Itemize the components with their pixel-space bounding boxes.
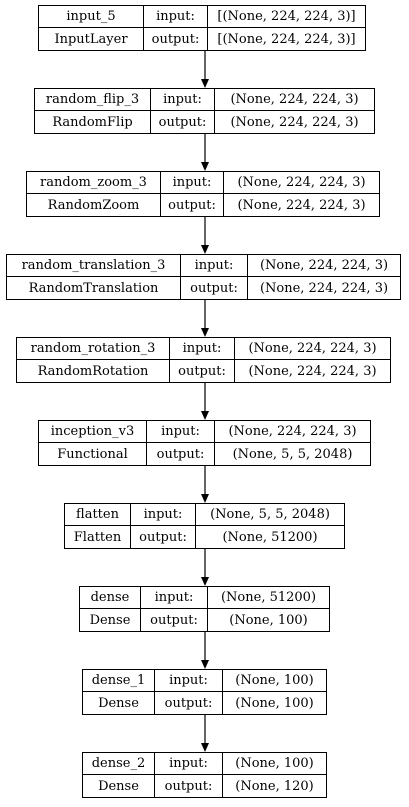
layer-name: inception_v3: [39, 421, 147, 443]
output-label: output:: [144, 28, 208, 50]
output-shape: (None, 100): [229, 612, 308, 628]
layer-name: dense_1: [83, 670, 155, 692]
output-label: output:: [147, 443, 215, 465]
output-label: output:: [151, 111, 215, 133]
output-label: output:: [155, 775, 223, 797]
arrowhead: [201, 79, 209, 88]
input-shape: (None, 5, 5, 2048): [196, 504, 344, 526]
output-label: output:: [181, 277, 248, 299]
input-label: input:: [161, 172, 224, 194]
input-shape: (None, 224, 224, 3): [248, 255, 400, 277]
layer-name: input_5: [39, 6, 144, 28]
layer-type: RandomFlip: [35, 111, 151, 133]
input-shape: [(None, 224, 224, 3)]: [208, 6, 365, 28]
layer-node: random_flip_3 RandomFlip input: output: (Non…: [34, 88, 375, 134]
arrowhead: [201, 411, 209, 420]
layer-type: RandomZoom: [27, 194, 161, 216]
layer-node: dense_2 Dense input: output: (None, 100) (Non…: [82, 752, 327, 798]
input-label: input:: [155, 670, 223, 692]
layer-name: random_translation_3: [7, 255, 181, 277]
arrowhead: [201, 162, 209, 171]
output-label: output:: [141, 609, 208, 631]
output-shape: (None, 224, 224, 3): [237, 197, 366, 213]
arrowhead: [201, 660, 209, 669]
input-label: input:: [155, 753, 223, 775]
layer-node: dense_1 Dense input: output: (None, 100) (Non…: [82, 669, 327, 715]
arrowhead: [201, 577, 209, 586]
input-shape: (None, 224, 224, 3): [215, 89, 374, 111]
input-label: input:: [131, 504, 196, 526]
output-shape: [(None, 224, 224, 3)]: [217, 31, 356, 47]
output-shape: (None, 224, 224, 3): [259, 280, 389, 296]
layer-node: flatten Flatten input: output: (None, 5, 5, …: [64, 503, 345, 549]
layer-name: random_zoom_3: [27, 172, 161, 194]
output-shape: (None, 120): [235, 778, 314, 794]
layer-type: Dense: [83, 692, 155, 714]
arrowhead: [201, 245, 209, 254]
layer-type: RandomRotation: [17, 360, 170, 382]
input-label: input:: [151, 89, 215, 111]
layer-type: RandomTranslation: [7, 277, 181, 299]
layer-node: dense Dense input: output: (None, 51200) (Non…: [79, 586, 330, 632]
input-shape: (None, 224, 224, 3): [235, 338, 390, 360]
input-shape: (None, 100): [223, 670, 326, 692]
layer-node: input_5 InputLayer input: output: [(None, 22…: [38, 5, 366, 51]
input-label: input:: [141, 587, 208, 609]
layer-node: random_rotation_3 RandomRotation input: out…: [16, 337, 391, 383]
input-shape: (None, 224, 224, 3): [224, 172, 379, 194]
input-shape: (None, 224, 224, 3): [215, 421, 370, 443]
layer-type: Functional: [39, 443, 147, 465]
layer-node: random_zoom_3 RandomZoom input: output: (Non…: [26, 171, 380, 217]
layer-type: Flatten: [65, 526, 131, 548]
layer-node: inception_v3 Functional input: output: (None…: [38, 420, 371, 466]
layer-name: dense_2: [83, 753, 155, 775]
output-label: output:: [170, 360, 235, 382]
output-shape: (None, 224, 224, 3): [248, 363, 377, 379]
output-shape: (None, 224, 224, 3): [230, 114, 359, 130]
input-label: input:: [147, 421, 215, 443]
arrowhead: [201, 743, 209, 752]
layer-name: random_flip_3: [35, 89, 151, 111]
input-shape: (None, 100): [223, 753, 326, 775]
output-label: output:: [155, 692, 223, 714]
layer-type: InputLayer: [39, 28, 144, 50]
output-shape: (None, 51200): [222, 529, 318, 545]
layer-name: dense: [80, 587, 141, 609]
arrowhead: [201, 328, 209, 337]
layer-node: random_translation_3 RandomTranslation inp…: [6, 254, 401, 300]
layer-type: Dense: [83, 775, 155, 797]
input-label: input:: [170, 338, 235, 360]
input-label: input:: [144, 6, 208, 28]
arrowhead: [201, 494, 209, 503]
layer-name: flatten: [65, 504, 131, 526]
input-label: input:: [181, 255, 248, 277]
output-shape: (None, 5, 5, 2048): [232, 446, 353, 462]
output-label: output:: [131, 526, 196, 548]
layer-name: random_rotation_3: [17, 338, 170, 360]
output-label: output:: [161, 194, 224, 216]
output-shape: (None, 100): [235, 695, 314, 711]
layer-type: Dense: [80, 609, 141, 631]
input-shape: (None, 51200): [208, 587, 329, 609]
